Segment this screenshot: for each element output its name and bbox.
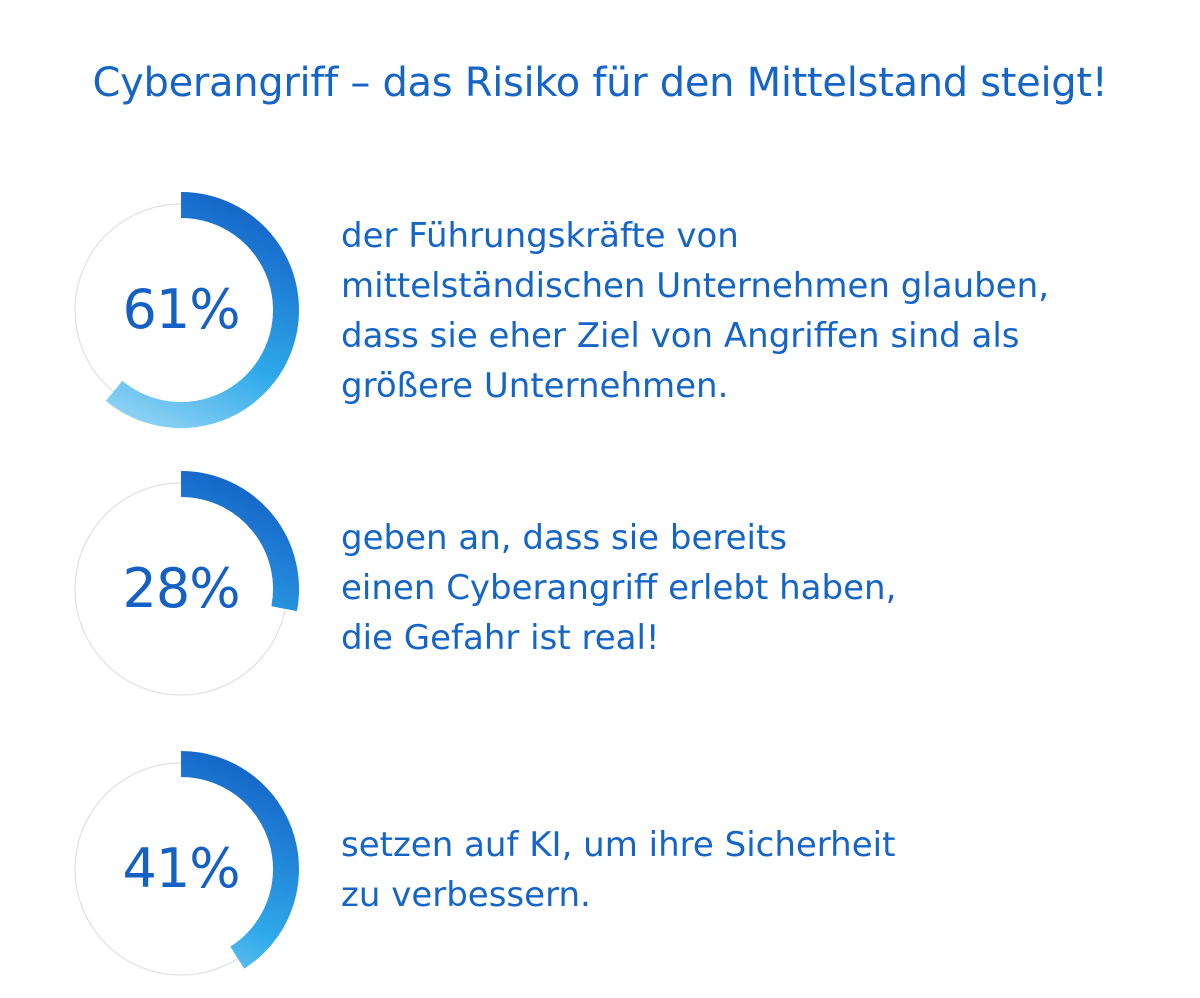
stat-description: der Führungskräfte von mittelständischen…: [341, 211, 1161, 411]
description-line: mittelständischen Unternehmen glauben,: [341, 266, 1050, 306]
donut-value-arc: [105, 192, 299, 428]
description-line: der Führungskräfte von: [341, 216, 739, 256]
description-line: dass sie eher Ziel von Angriffen sind al…: [341, 316, 1020, 356]
donut-value-arc: [180, 471, 299, 612]
page-title: Cyberangriff – das Risiko für den Mittel…: [92, 60, 1108, 106]
description-line: zu verbessern.: [341, 875, 591, 915]
donut-svg: [74, 471, 299, 696]
percent-label: 61%: [122, 278, 240, 341]
stat-block: 28% geben an, dass sie bereits einen Cyb…: [0, 468, 1200, 718]
percent-label: 41%: [122, 837, 240, 900]
donut-chart: 28%: [60, 468, 302, 710]
stat-block: 41% setzen auf KI, um ihre Sicherheit zu…: [0, 748, 1200, 998]
description-line: geben an, dass sie bereits: [341, 518, 788, 558]
percent-label: 28%: [122, 557, 240, 620]
description-line: setzen auf KI, um ihre Sicherheit: [341, 825, 896, 865]
donut-chart: 61%: [60, 189, 302, 431]
donut-chart: 41%: [60, 748, 302, 990]
description-line: einen Cyberangriff erlebt haben,: [341, 568, 897, 608]
description-line: die Gefahr ist real!: [341, 618, 660, 658]
stat-description: setzen auf KI, um ihre Sicherheit zu ver…: [341, 820, 1161, 920]
stat-block: 61% der Führungskräfte von mittelständis…: [0, 189, 1200, 439]
description-line: größere Unternehmen.: [341, 366, 729, 406]
stat-description: geben an, dass sie bereits einen Cyberan…: [341, 513, 1161, 663]
donut-svg: [74, 192, 299, 428]
